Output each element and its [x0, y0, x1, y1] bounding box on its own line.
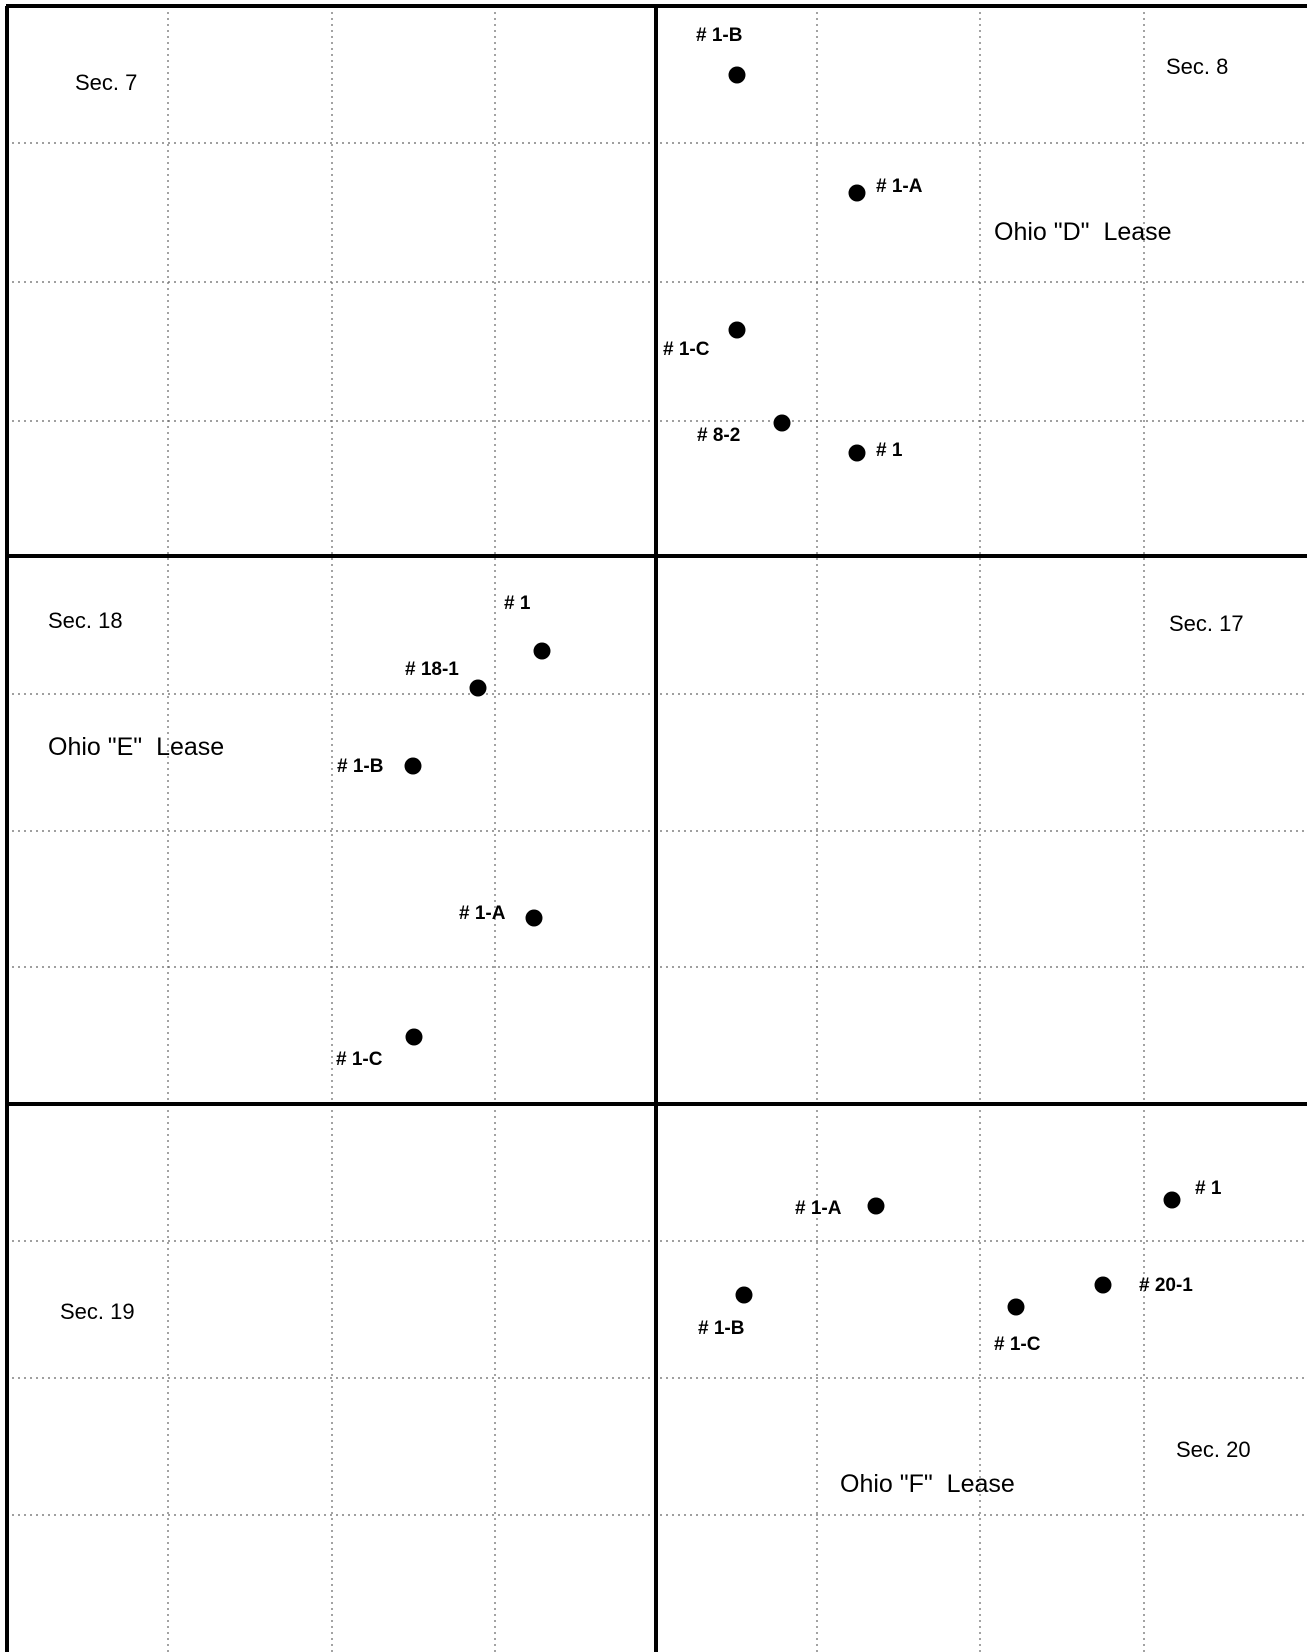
well-marker[interactable] — [728, 321, 746, 339]
section-boundaries — [5, 4, 1307, 1652]
section-label-20: Sec. 20 — [1176, 1437, 1251, 1462]
lease-label-ohio-e: Ohio "E" Lease — [48, 733, 224, 761]
well-marker[interactable] — [848, 184, 866, 202]
well-marker[interactable] — [1094, 1276, 1112, 1294]
well-marker[interactable] — [469, 679, 487, 697]
well-label: # 1-A — [459, 903, 506, 924]
well-label: # 1-A — [876, 176, 923, 197]
well-label: # 1-B — [696, 25, 742, 46]
well-marker[interactable] — [1007, 1298, 1025, 1316]
section-label-7: Sec. 7 — [75, 70, 137, 95]
well-marker[interactable] — [735, 1286, 753, 1304]
lease-labels: Ohio "D" Lease Ohio "E" Lease Ohio "F" L… — [48, 218, 1172, 1498]
well-label: # 1 — [876, 440, 903, 461]
well-label: # 1-B — [337, 756, 383, 777]
well-label: # 1 — [1195, 1178, 1222, 1199]
lease-label-ohio-d: Ohio "D" Lease — [994, 218, 1172, 246]
section-label-18: Sec. 18 — [48, 608, 123, 633]
section-label-8: Sec. 8 — [1166, 54, 1228, 79]
section-label-19: Sec. 19 — [60, 1299, 135, 1324]
well-label: # 1-B — [698, 1318, 744, 1339]
well-marker[interactable] — [405, 1028, 423, 1046]
wells-sec-8: # 1-B # 1-A # 1-C # 8-2 # 1 — [663, 25, 923, 462]
well-label: # 18-1 — [405, 659, 459, 680]
wells-sec-18: # 1 # 18-1 # 1-B # 1-A # 1-C — [336, 593, 551, 1070]
well-label: # 20-1 — [1139, 1275, 1193, 1296]
grid-lines — [6, 6, 1307, 1652]
wells-sec-20: # 1-A # 1 # 1-B # 20-1 # 1-C — [698, 1178, 1222, 1355]
well-label: # 1-A — [795, 1198, 842, 1219]
well-marker[interactable] — [773, 414, 791, 432]
well-label: # 1-C — [336, 1049, 383, 1070]
well-label: # 1-C — [994, 1334, 1041, 1355]
well-marker[interactable] — [1163, 1191, 1181, 1209]
well-marker[interactable] — [867, 1197, 885, 1215]
well-marker[interactable] — [525, 909, 543, 927]
well-label: # 1-C — [663, 339, 710, 360]
lease-label-ohio-f: Ohio "F" Lease — [840, 1470, 1015, 1498]
well-label: # 8-2 — [697, 425, 740, 446]
well-marker[interactable] — [404, 757, 422, 775]
well-label: # 1 — [504, 593, 531, 614]
well-marker[interactable] — [533, 642, 551, 660]
section-labels: Sec. 7 Sec. 8 Sec. 18 Sec. 17 Sec. 19 Se… — [48, 54, 1251, 1462]
well-marker[interactable] — [848, 444, 866, 462]
section-label-17: Sec. 17 — [1169, 611, 1244, 636]
well-marker[interactable] — [728, 66, 746, 84]
